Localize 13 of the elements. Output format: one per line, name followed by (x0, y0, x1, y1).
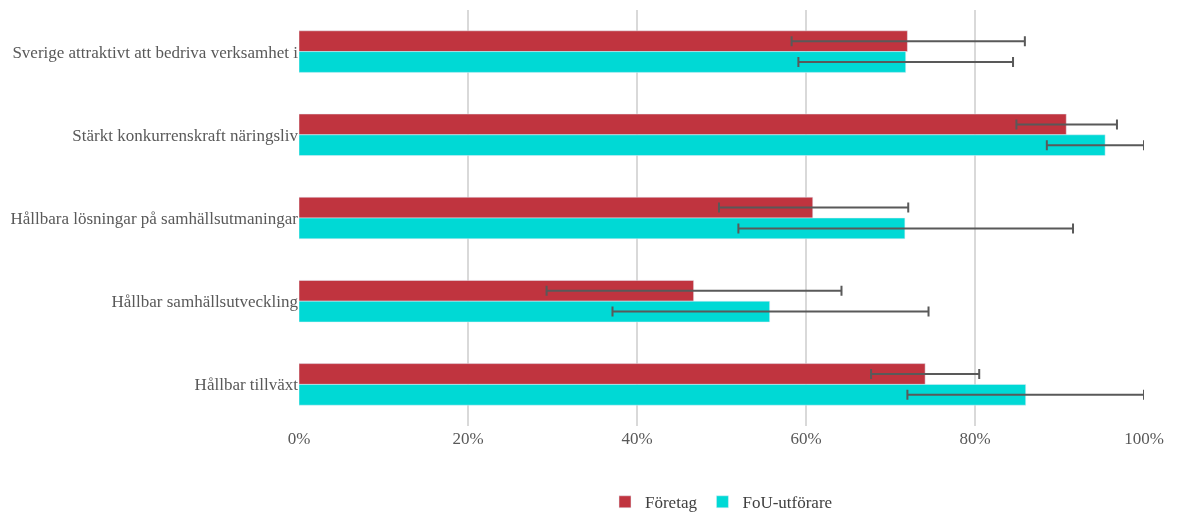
y-tick-label: Sverige attraktivt att bedriva verksamhet i (12, 42, 299, 62)
x-tick-label: 20% (452, 429, 484, 448)
y-tick-label: Hållbara lösningar på samhällsutmaningar (10, 208, 299, 228)
x-tick-label: 60% (790, 429, 822, 448)
y-tick-label: Hållbar samhällsutveckling (111, 292, 299, 312)
legend-label: Företag (645, 493, 698, 513)
x-tick-label: 100% (1124, 429, 1164, 448)
legend-label: FoU-utförare (742, 493, 833, 513)
x-tick-label: 40% (621, 429, 653, 448)
y-tick-label: Hållbar tillväxt (194, 375, 299, 395)
x-tick-label: 80% (959, 429, 991, 448)
y-tick-label: Stärkt konkurrenskraft näringsliv (72, 125, 299, 145)
x-tick-label: 0% (287, 429, 311, 448)
